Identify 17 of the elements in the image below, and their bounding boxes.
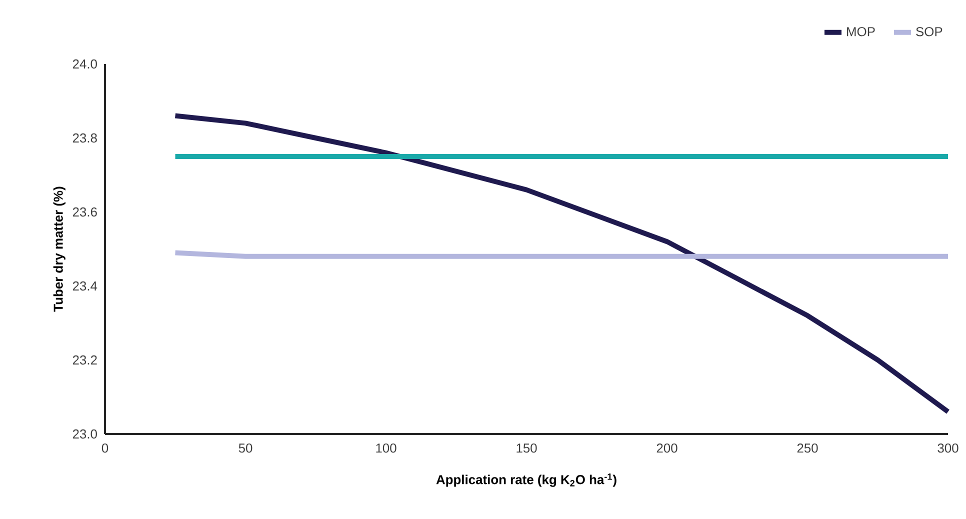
y-tick-label: 23.6 [72,207,97,217]
x-tick-label: 200 [656,444,678,453]
x-tick-label: 0 [102,444,108,453]
x-axis-title: Application rate (kg K$_{2}$O ha$^{-1}$) [436,474,616,487]
x-tick-label: 100 [376,444,396,453]
y-tick-label: 23.8 [72,133,97,143]
y-tick-label: 23.4 [72,281,98,291]
legend-label: SOP [916,27,942,36]
y-axis-title: Tuber dry matter (%) [53,186,66,312]
legend-label: MOP [847,27,875,36]
y-tick-label: 23.2 [72,355,97,365]
x-tick-label: 250 [797,444,818,453]
x-tick-label: 150 [516,444,537,453]
y-tick-label: 24.0 [72,59,97,69]
x-tick-label: 300 [938,444,958,453]
y-tick-label: 23.0 [72,429,97,439]
x-tick-label: 50 [238,444,252,453]
